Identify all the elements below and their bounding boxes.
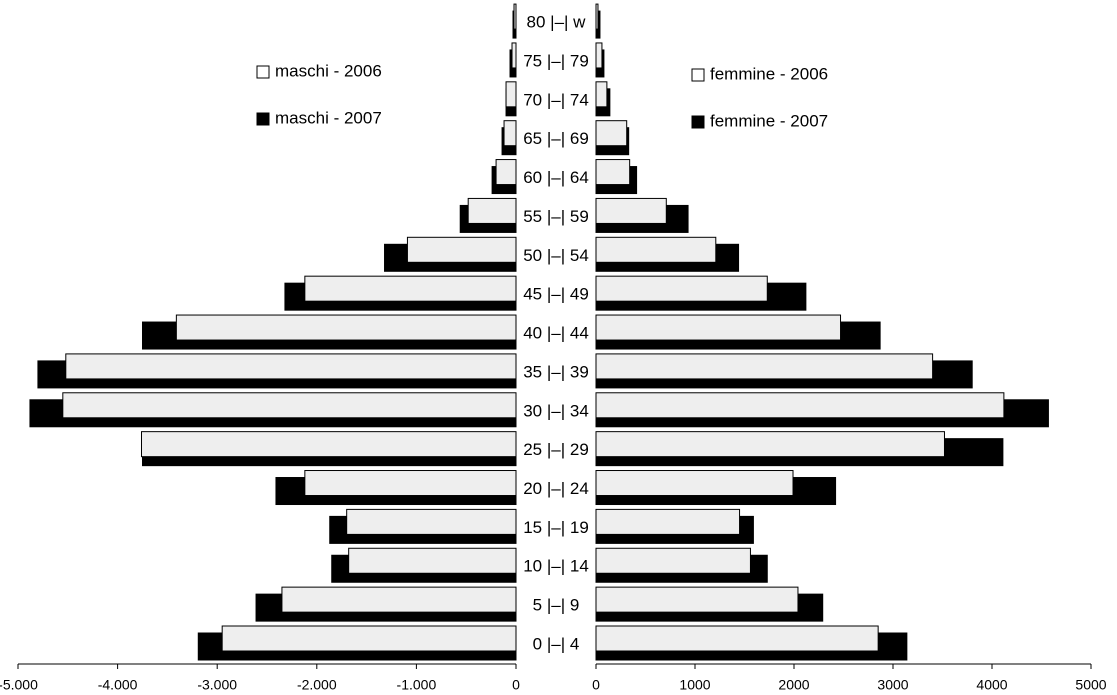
bar bbox=[346, 508, 517, 535]
category-label: 40 |–| 44 bbox=[523, 324, 589, 343]
x-tick-label: 0 bbox=[592, 677, 600, 693]
bar bbox=[595, 314, 842, 341]
bar bbox=[141, 431, 517, 458]
bar bbox=[281, 586, 517, 613]
x-tick-label: 1000 bbox=[679, 677, 710, 693]
category-label: 15 |–| 19 bbox=[523, 518, 589, 537]
x-tick-label: 3000 bbox=[877, 677, 908, 693]
category-label: 0 |–| 4 bbox=[533, 634, 580, 653]
bar bbox=[595, 508, 741, 535]
x-tick-label: 4000 bbox=[976, 677, 1007, 693]
legend-label: maschi - 2006 bbox=[275, 61, 382, 80]
category-label: 65 |–| 69 bbox=[523, 129, 589, 148]
x-tick-label: -4.000 bbox=[98, 677, 138, 693]
bar bbox=[65, 353, 517, 380]
category-label: 55 |–| 59 bbox=[523, 207, 589, 226]
legend-swatch bbox=[691, 115, 705, 129]
category-label: 35 |–| 39 bbox=[523, 362, 589, 381]
legend-swatch bbox=[256, 65, 270, 79]
bar bbox=[467, 197, 517, 224]
legend-label: femmine - 2006 bbox=[710, 64, 828, 83]
x-tick-label: -1.000 bbox=[397, 677, 437, 693]
category-label: 75 |–| 79 bbox=[523, 51, 589, 70]
bar bbox=[595, 547, 751, 574]
legend-swatch bbox=[691, 68, 705, 82]
bar bbox=[221, 625, 517, 652]
bar bbox=[595, 392, 1005, 419]
bar bbox=[595, 236, 717, 263]
bar bbox=[513, 3, 517, 30]
bar bbox=[511, 42, 517, 69]
bar bbox=[348, 547, 517, 574]
bar bbox=[595, 3, 599, 30]
bar bbox=[503, 120, 517, 147]
bar bbox=[595, 81, 608, 108]
bar bbox=[595, 470, 794, 497]
bar bbox=[595, 159, 631, 186]
category-label: 25 |–| 29 bbox=[523, 440, 589, 459]
category-label: 50 |–| 54 bbox=[523, 246, 589, 265]
bar bbox=[595, 431, 945, 458]
bar bbox=[595, 120, 628, 147]
x-tick-label: -3.000 bbox=[197, 677, 237, 693]
category-label: 10 |–| 14 bbox=[523, 557, 589, 576]
category-label: 5 |–| 9 bbox=[533, 596, 580, 615]
x-tick-label: 2000 bbox=[778, 677, 809, 693]
x-tick-label: 5000 bbox=[1075, 677, 1106, 693]
legend-swatch bbox=[256, 112, 270, 126]
category-label: 60 |–| 64 bbox=[523, 168, 589, 187]
legend-label: maschi - 2007 bbox=[275, 108, 382, 127]
bar bbox=[62, 392, 517, 419]
x-tick-label: 0 bbox=[512, 677, 520, 693]
category-label: 30 |–| 34 bbox=[523, 401, 589, 420]
bar bbox=[595, 586, 799, 613]
bar bbox=[304, 275, 517, 302]
legend-label: femmine - 2007 bbox=[710, 111, 828, 130]
x-tick-label: -2.000 bbox=[297, 677, 337, 693]
bar bbox=[175, 314, 517, 341]
bar bbox=[595, 42, 603, 69]
category-label: 20 |–| 24 bbox=[523, 479, 589, 498]
bar bbox=[595, 353, 934, 380]
x-tick-label: -5.000 bbox=[0, 677, 38, 693]
bar bbox=[495, 159, 517, 186]
category-label: 45 |–| 49 bbox=[523, 285, 589, 304]
bar bbox=[304, 470, 517, 497]
category-label: 80 |–| w bbox=[527, 13, 587, 32]
bar bbox=[406, 236, 517, 263]
bar bbox=[595, 275, 768, 302]
category-label: 70 |–| 74 bbox=[523, 90, 589, 109]
bar bbox=[505, 81, 517, 108]
bar bbox=[595, 625, 879, 652]
bar bbox=[595, 197, 667, 224]
